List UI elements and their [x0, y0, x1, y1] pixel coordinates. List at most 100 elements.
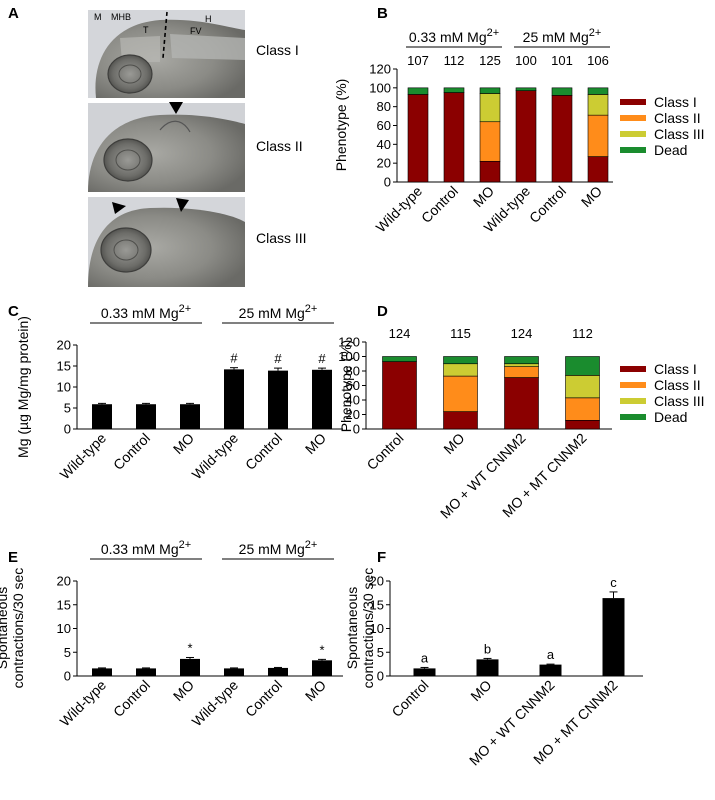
significance-label-E: *	[187, 640, 192, 655]
group-label-E: 25 mM Mg2+	[239, 539, 318, 557]
x-tick-label-C: MO	[302, 430, 329, 457]
bar-F	[539, 664, 562, 676]
label-mhb: MHB	[111, 12, 131, 22]
bar-segment-D	[443, 411, 478, 430]
y-tick-label-B: 120	[369, 62, 391, 77]
x-tick-label-F: Control	[388, 677, 431, 720]
y-tick-label-B: 60	[377, 118, 391, 133]
y-axis-label-line-E: Spontaneous	[0, 587, 10, 670]
x-tick-label-E: Control	[242, 677, 285, 720]
bar-segment-B	[551, 95, 573, 183]
x-tick-label-B: MO	[578, 183, 605, 210]
bar-E	[92, 668, 112, 676]
significance-label-C: #	[274, 351, 282, 366]
arrowhead-icon	[176, 198, 189, 212]
legend-label-D: Dead	[654, 409, 687, 425]
x-tick-label-C: Control	[110, 430, 153, 473]
legend-label-B: Class III	[654, 126, 705, 142]
x-tick-label-E: Wild-type	[57, 677, 110, 730]
legend-swatch-B	[620, 131, 646, 137]
class-3-label: Class III	[256, 230, 307, 246]
y-axis-label-line-F: contractions/30 sec	[360, 568, 376, 689]
legend-label-D: Class II	[654, 377, 701, 393]
bar-C	[136, 404, 156, 429]
bar-F	[602, 598, 625, 676]
y-tick-label-F: 15	[370, 597, 384, 612]
y-tick-label-B: 20	[377, 156, 391, 171]
bar-E	[268, 667, 288, 676]
bar-segment-B	[407, 94, 429, 183]
y-tick-label-F: 0	[377, 669, 384, 684]
x-tick-label-E: Control	[110, 677, 153, 720]
label-fv: FV	[190, 26, 202, 36]
legend-label-D: Class I	[654, 361, 697, 377]
y-tick-label-F: 20	[370, 574, 384, 589]
significance-label-C: #	[230, 351, 238, 366]
n-label-D: 115	[450, 326, 471, 341]
bar-segment-B	[479, 93, 501, 123]
bar-E	[180, 658, 200, 676]
panel-letter-c: C	[8, 303, 19, 320]
label-m: M	[94, 12, 102, 22]
y-tick-label-E: 15	[57, 597, 71, 612]
bar-segment-D	[443, 363, 478, 377]
bar-segment-D	[382, 361, 417, 430]
bar-C	[268, 370, 288, 429]
x-tick-label-C: Control	[242, 430, 285, 473]
class-2-label: Class II	[256, 138, 303, 154]
y-tick-label-B: 80	[377, 99, 391, 114]
class-1-label: Class I	[256, 42, 299, 58]
y-tick-label-E: 10	[57, 621, 71, 636]
x-tick-label-B: Control	[418, 183, 461, 226]
panel-letter-e: E	[8, 549, 18, 566]
y-tick-label-E: 0	[64, 669, 71, 684]
y-axis-label-line-F: Spontaneous	[344, 587, 360, 670]
bar-segment-D	[565, 375, 600, 399]
y-tick-label-C: 5	[64, 401, 71, 416]
bar-segment-B	[587, 87, 609, 95]
group-label-C: 25 mM Mg2+	[239, 303, 318, 321]
label-t: T	[143, 25, 149, 35]
y-tick-label-B: 40	[377, 137, 391, 152]
panel-letter-a: A	[8, 5, 19, 22]
y-tick-label-D: 120	[338, 335, 360, 350]
n-label-D: 124	[389, 326, 411, 341]
bar-segment-B	[551, 87, 573, 96]
panel-letter-d: D	[377, 303, 388, 320]
bar-segment-B	[587, 114, 609, 157]
x-tick-label-B: Wild-type	[373, 183, 426, 236]
bar-segment-B	[587, 94, 609, 116]
legend-swatch-B	[620, 99, 646, 105]
bar-E	[312, 660, 332, 676]
x-tick-label-C: MO	[170, 430, 197, 457]
bar-C	[312, 369, 332, 429]
x-tick-label-B: MO	[470, 183, 497, 210]
significance-label-F: a	[421, 650, 429, 665]
y-tick-label-D: 40	[346, 393, 360, 408]
y-tick-label-B: 0	[384, 175, 391, 190]
y-tick-label-C: 10	[57, 380, 71, 395]
y-axis-label-C: Mg (µg Mg/mg protein)	[15, 316, 31, 458]
bar-segment-D	[565, 419, 600, 430]
bar-C	[92, 404, 112, 429]
bar-segment-D	[382, 356, 417, 362]
panel-letter-b: B	[377, 5, 388, 22]
n-label-B: 101	[551, 53, 573, 68]
y-tick-label-D: 100	[338, 349, 360, 364]
bar-F	[413, 668, 436, 676]
y-tick-label-E: 20	[57, 574, 71, 589]
y-tick-label-F: 10	[370, 621, 384, 636]
y-tick-label-B: 100	[369, 80, 391, 95]
y-axis-label-E: Spontaneous contractions/30 sec	[0, 568, 26, 689]
embryo-photo-class-3	[88, 197, 245, 287]
bar-C	[224, 369, 244, 429]
legend-swatch-B	[620, 115, 646, 121]
y-tick-label-C: 15	[57, 359, 71, 374]
bar-E	[136, 668, 156, 676]
legend-label-B: Class I	[654, 94, 697, 110]
bar-segment-D	[504, 363, 539, 367]
n-label-D: 112	[572, 326, 593, 341]
n-label-B: 106	[587, 53, 609, 68]
bar-segment-D	[504, 377, 539, 430]
legend-swatch-B	[620, 147, 646, 153]
